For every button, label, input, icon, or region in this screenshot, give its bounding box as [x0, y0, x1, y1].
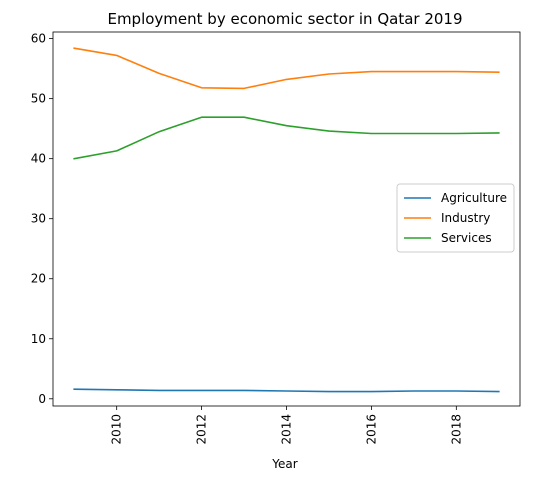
y-tick-label: 20: [31, 272, 46, 286]
legend-label-industry: Industry: [441, 211, 490, 225]
y-tick-label: 60: [31, 32, 46, 46]
series-line-agriculture: [73, 388, 500, 393]
series-line-industry: [73, 47, 500, 90]
x-tick-label: 2010: [110, 414, 124, 445]
legend-label-agriculture: Agriculture: [441, 191, 507, 205]
y-tick-label: 40: [31, 152, 46, 166]
y-tick-label: 0: [38, 392, 46, 406]
legend-label-services: Services: [441, 231, 492, 245]
legend-box: [396, 183, 515, 253]
x-axis: 2010 2012 2014 2016 2018: [110, 406, 463, 445]
y-tick-label: 30: [31, 212, 46, 226]
series-layer: [73, 47, 500, 393]
x-tick-label: 2012: [195, 414, 209, 445]
legend: Agriculture Industry Services: [396, 183, 515, 253]
y-tick-label: 10: [31, 332, 46, 346]
chart-title: Employment by economic sector in Qatar 2…: [107, 10, 462, 28]
x-axis-label: Year: [271, 457, 297, 471]
series-line-services: [73, 116, 500, 160]
y-tick-label: 50: [31, 92, 46, 106]
x-tick-label: 2016: [364, 414, 378, 445]
y-axis: 0 10 20 30 40 50 60: [31, 32, 53, 406]
x-tick-label: 2018: [449, 414, 463, 445]
x-tick-label: 2014: [280, 414, 294, 445]
